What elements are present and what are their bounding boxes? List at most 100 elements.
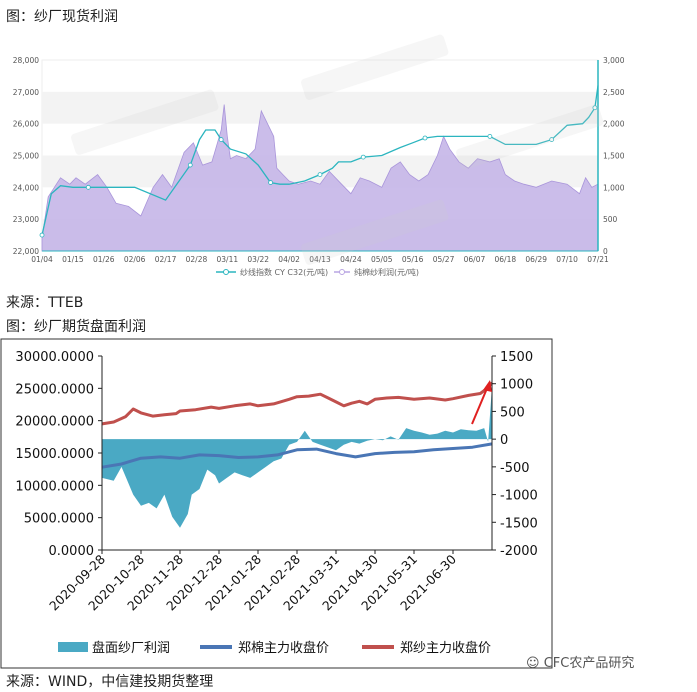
- chart1-x-tick-label: 06/07: [464, 255, 486, 264]
- chart1-cy-point: [592, 105, 598, 111]
- chart2-legend-item-yarn: 郑纱主力收盘价: [362, 640, 491, 656]
- chart1-legend-item-cy: 纱线指数 CY C32(元/吨): [216, 267, 328, 277]
- figure2-caption: 图：纱厂期货盘面利润: [6, 319, 146, 335]
- logo-watermark-icon: [301, 34, 449, 100]
- figure1-caption: 图：纱厂现货利润: [6, 9, 118, 25]
- chart1-right-tick-label: 500: [603, 215, 618, 224]
- chart2-right-tick-label: 0: [500, 433, 508, 448]
- chart1-grid-band: [42, 91, 598, 124]
- chart2-frame: [0, 338, 553, 669]
- chart2-yarn-line: [101, 381, 494, 426]
- logo-watermark-icon: [301, 199, 449, 265]
- chart1-left-tick-label: 25,000: [13, 152, 39, 161]
- chart1-cy-line: [41, 85, 599, 236]
- chart2-legend-label-yarn: 郑纱主力收盘价: [400, 640, 491, 656]
- chart1-x-tick-label: 04/02: [278, 255, 300, 264]
- chart1-left-tick-label: 23,000: [13, 215, 39, 224]
- chart1-right-tick-label: 1,000: [603, 183, 625, 192]
- chart2-left-tick-label: 10000.0000: [15, 479, 94, 494]
- chart2-legend: 盘面纱厂利润 郑棉主力收盘价 郑纱主力收盘价: [58, 640, 491, 656]
- arrow-shaft-icon: [471, 385, 489, 425]
- chart2-legend-label-cotton: 郑棉主力收盘价: [238, 640, 329, 656]
- chart1-left-tick-label: 26,000: [13, 120, 39, 129]
- figure2-source: 来源：WIND，中信建投期货整理: [6, 674, 214, 690]
- wechat-icon: ☺: [526, 656, 540, 671]
- chart1-cy-point: [422, 135, 428, 141]
- chart1-x-tick-label: 02/28: [186, 255, 208, 264]
- chart2-right-tick-label: -1000: [500, 489, 538, 504]
- chart2-right-tick-label: -2000: [500, 544, 538, 559]
- chart2-futures-profit: 0.0000 5000.0000 10000.0000 15000.0000 20000…: [0, 338, 553, 669]
- figure1-source: 来源：TTEB: [6, 295, 84, 311]
- chart1-right-tick-label: 2,000: [603, 120, 625, 129]
- chart1-legend-label-cy: 纱线指数 CY C32(元/吨): [240, 267, 328, 277]
- chart2-left-tick-label: 25000.0000: [15, 382, 94, 397]
- chart1-left-tick-label: 22,000: [13, 247, 39, 256]
- chart1-watermark: [71, 34, 604, 265]
- chart1-right-tick-label: 2,500: [603, 88, 625, 97]
- chart2-right-tick-label: 1500: [500, 350, 533, 365]
- chart1-x-tick-label: 03/11: [217, 255, 239, 264]
- chart1-left-tick-label: 27,000: [13, 88, 39, 97]
- chart1-x-tick-label: 01/04: [31, 255, 53, 264]
- chart2-left-tick-label: 0.0000: [49, 544, 95, 559]
- chart1-legend-label-profit: 纯棉纱利润(元/吨): [354, 267, 419, 277]
- chart1-axes: 01/04 01/15 01/26 02/06 02/17 02/28 03/11 03/22…: [13, 56, 625, 264]
- chart1-x-tick-label: 04/13: [309, 255, 331, 264]
- chart1-legend-marker-icon: [339, 269, 345, 275]
- chart2-right-tick-label: 500: [500, 405, 525, 420]
- chart1-x-tick-label: 07/10: [556, 255, 578, 264]
- chart1-cy-point: [487, 134, 493, 139]
- chart1-x-tick-label: 06/29: [525, 255, 547, 264]
- chart2-right-tick-label: 1000: [500, 378, 533, 393]
- chart1-legend: 纱线指数 CY C32(元/吨) 纯棉纱利润(元/吨): [216, 267, 419, 277]
- chart1-legend-item-profit: 纯棉纱利润(元/吨): [334, 267, 419, 277]
- chart1-cy-point: [85, 184, 91, 190]
- chart1-right-tick-label: 0: [603, 247, 608, 256]
- chart1-line-group: [39, 85, 599, 238]
- chart1-profit-area: [41, 104, 599, 252]
- chart1-left-tick-label: 24,000: [13, 183, 39, 192]
- chart1-cy-point: [549, 137, 555, 142]
- chart1-x-tick-label: 01/26: [93, 255, 115, 264]
- chart1-x-tick-label: 05/05: [371, 255, 393, 264]
- chart2-left-tick-label: 30000.0000: [15, 350, 94, 365]
- logo-watermark-icon: [456, 104, 604, 170]
- chart1-cy-point: [268, 180, 273, 185]
- chart1-cy-point: [360, 154, 366, 160]
- chart1-x-tick-label: 02/17: [155, 255, 177, 264]
- chart1-legend-marker-icon: [223, 269, 229, 275]
- chart2-cotton-line: [101, 442, 493, 469]
- chart2-axes: 0.0000 5000.0000 10000.0000 15000.0000 20000…: [15, 350, 537, 613]
- chart2-line-group: [101, 381, 494, 469]
- chart2-left-tick-label: 15000.0000: [15, 447, 94, 462]
- chart1-x-tick-label: 05/16: [402, 255, 424, 264]
- chart1-x-tick-label: 06/18: [495, 255, 517, 264]
- chart1-x-tick-label: 04/24: [340, 255, 362, 264]
- chart1-area-group: [41, 104, 599, 252]
- chart1-x-tick-label: 07/21: [587, 255, 609, 264]
- chart2-annotation-arrow: [471, 380, 492, 425]
- chart1-spot-profit: 01/04 01/15 01/26 02/06 02/17 02/28 03/11 03/22…: [13, 34, 625, 277]
- chart2-right-tick-label: -500: [500, 461, 530, 476]
- chart1-cy-point: [39, 232, 45, 238]
- chart2-left-tick-label: 20000.0000: [15, 415, 94, 430]
- chart2-legend-swatch-icon: [58, 642, 88, 652]
- chart1-x-tick-label: 02/06: [124, 255, 146, 264]
- chart2-legend-item-cotton: 郑棉主力收盘价: [200, 640, 329, 656]
- arrow-head-icon: [483, 380, 492, 392]
- chart1-right-tick-label: 1,500: [603, 152, 625, 161]
- chart1-cy-point: [317, 172, 323, 178]
- chart1-x-tick-label: 01/15: [62, 255, 84, 264]
- chart2-legend-label-profit: 盘面纱厂利润: [92, 640, 170, 656]
- chart1-x-tick-label: 03/22: [247, 255, 269, 264]
- watermark-label: CFC农产品研究: [543, 656, 635, 671]
- chart2-legend-item-profit: 盘面纱厂利润: [58, 640, 170, 656]
- logo-watermark-icon: [71, 89, 219, 155]
- chart1-left-tick-label: 28,000: [13, 56, 39, 65]
- chart1-cy-point: [218, 137, 224, 142]
- chart1-x-tick-label: 05/27: [433, 255, 455, 264]
- watermark-text: ☺ CFC农产品研究: [526, 652, 634, 671]
- chart2-right-tick-label: -1500: [500, 516, 538, 531]
- chart2-left-tick-label: 5000.0000: [24, 512, 94, 527]
